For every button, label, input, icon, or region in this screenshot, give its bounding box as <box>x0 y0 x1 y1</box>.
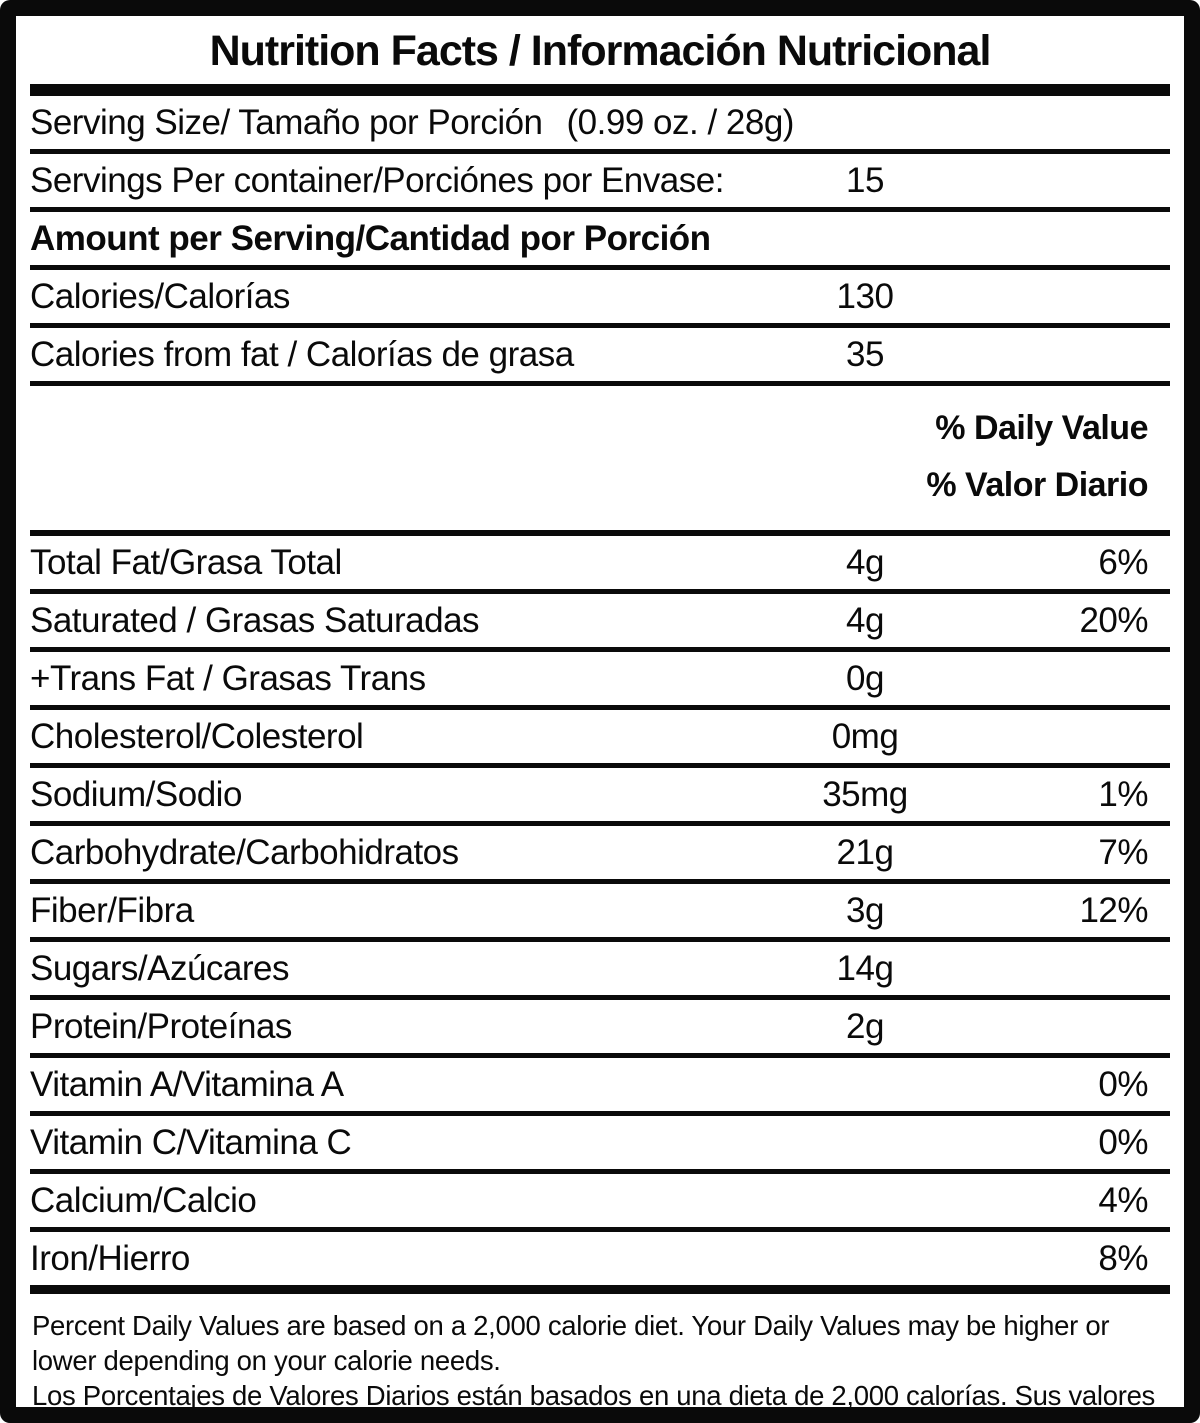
nutrient-row-cholesterol: Cholesterol/Colesterol 0mg <box>30 710 1170 768</box>
nutrient-row-iron: Iron/Hierro 8% <box>30 1232 1170 1294</box>
serving-size-row: Serving Size/ Tamaño por Porción (0.99 o… <box>30 96 1170 154</box>
nutrient-row-sugars: Sugars/Azúcares 14g <box>30 942 1170 1000</box>
nutrient-label: Vitamin A/Vitamina A <box>30 1064 344 1104</box>
title-divider-bar <box>30 84 1170 96</box>
nutrient-label: +Trans Fat / Grasas Trans <box>30 658 426 698</box>
calories-from-fat-row: Calories from fat / Calorías de grasa 35 <box>30 328 1170 386</box>
nutrient-daily-value: 8% <box>1098 1238 1148 1278</box>
nutrient-label: Calcium/Calcio <box>30 1180 257 1220</box>
nutrient-label: Carbohydrate/Carbohidratos <box>30 832 459 872</box>
nutrient-row-trans-fat: +Trans Fat / Grasas Trans 0g <box>30 652 1170 710</box>
nutrient-label: Vitamin C/Vitamina C <box>30 1122 352 1162</box>
nutrient-daily-value: 1% <box>1098 774 1148 814</box>
nutrient-daily-value: 6% <box>1098 542 1148 582</box>
nutrient-label: Saturated / Grasas Saturadas <box>30 600 480 640</box>
nutrient-amount: 0mg <box>831 716 899 756</box>
nutrient-label: Sugars/Azúcares <box>30 948 290 988</box>
servings-per-container-label: Servings Per container/Porciónes por Env… <box>30 160 724 200</box>
nutrient-label: Cholesterol/Colesterol <box>30 716 364 756</box>
nutrient-row-calcium: Calcium/Calcio 4% <box>30 1174 1170 1232</box>
nutrient-amount: 35mg <box>822 774 908 814</box>
footnotes: Percent Daily Values are based on a 2,00… <box>30 1294 1170 1411</box>
nutrient-row-fiber: Fiber/Fibra 3g 12% <box>30 884 1170 942</box>
footnote-english: Percent Daily Values are based on a 2,00… <box>32 1310 1110 1376</box>
daily-value-header: % Daily Value % Valor Diario <box>30 386 1170 536</box>
serving-size-value: (0.99 oz. / 28g) <box>566 102 795 142</box>
nutrient-daily-value: 7% <box>1098 832 1148 872</box>
nutrient-daily-value: 0% <box>1098 1122 1148 1162</box>
nutrient-label: Fiber/Fibra <box>30 890 194 930</box>
calories-label: Calories/Calorías <box>30 276 290 316</box>
label-title: Nutrition Facts / Información Nutriciona… <box>209 27 992 75</box>
daily-value-header-en: % Daily Value <box>935 409 1148 447</box>
nutrient-row-saturated-fat: Saturated / Grasas Saturadas 4g 20% <box>30 594 1170 652</box>
footnote-spanish: Los Porcentajes de Valores Diarios están… <box>32 1380 1156 1411</box>
nutrient-row-sodium: Sodium/Sodio 35mg 1% <box>30 768 1170 826</box>
nutrient-daily-value: 20% <box>1079 600 1148 640</box>
nutrient-daily-value: 4% <box>1098 1180 1148 1220</box>
nutrient-amount: 4g <box>846 600 884 640</box>
nutrient-label: Protein/Proteínas <box>30 1006 292 1046</box>
nutrient-row-vitamin-c: Vitamin C/Vitamina C 0% <box>30 1116 1170 1174</box>
nutrient-label: Sodium/Sodio <box>30 774 242 814</box>
nutrient-amount: 14g <box>836 948 894 988</box>
nutrient-daily-value: 12% <box>1079 890 1148 930</box>
nutrient-amount: 21g <box>836 832 894 872</box>
servings-per-container-row: Servings Per container/Porciónes por Env… <box>30 154 1170 212</box>
nutrient-label: Iron/Hierro <box>30 1238 190 1278</box>
daily-value-header-es: % Valor Diario <box>926 466 1148 504</box>
nutrient-amount: 3g <box>846 890 884 930</box>
nutrient-amount: 4g <box>846 542 884 582</box>
calories-from-fat-label: Calories from fat / Calorías de grasa <box>30 334 574 374</box>
nutrient-amount: 2g <box>846 1006 884 1046</box>
nutrient-label: Total Fat/Grasa Total <box>30 542 342 582</box>
calories-from-fat-value: 35 <box>846 334 884 374</box>
calories-value: 130 <box>836 276 894 316</box>
amount-per-serving-row: Amount per Serving/Cantidad por Porción <box>30 212 1170 270</box>
amount-per-serving-header: Amount per Serving/Cantidad por Porción <box>30 218 711 258</box>
nutrient-row-carbohydrate: Carbohydrate/Carbohidratos 21g 7% <box>30 826 1170 884</box>
nutrient-row-protein: Protein/Proteínas 2g <box>30 1000 1170 1058</box>
nutrient-daily-value: 0% <box>1098 1064 1148 1104</box>
nutrient-row-total-fat: Total Fat/Grasa Total 4g 6% <box>30 536 1170 594</box>
nutrient-row-vitamin-a: Vitamin A/Vitamina A 0% <box>30 1058 1170 1116</box>
calories-row: Calories/Calorías 130 <box>30 270 1170 328</box>
serving-size-label: Serving Size/ Tamaño por Porción <box>30 102 543 142</box>
servings-per-container-value: 15 <box>846 160 884 200</box>
nutrient-amount: 0g <box>846 658 884 698</box>
